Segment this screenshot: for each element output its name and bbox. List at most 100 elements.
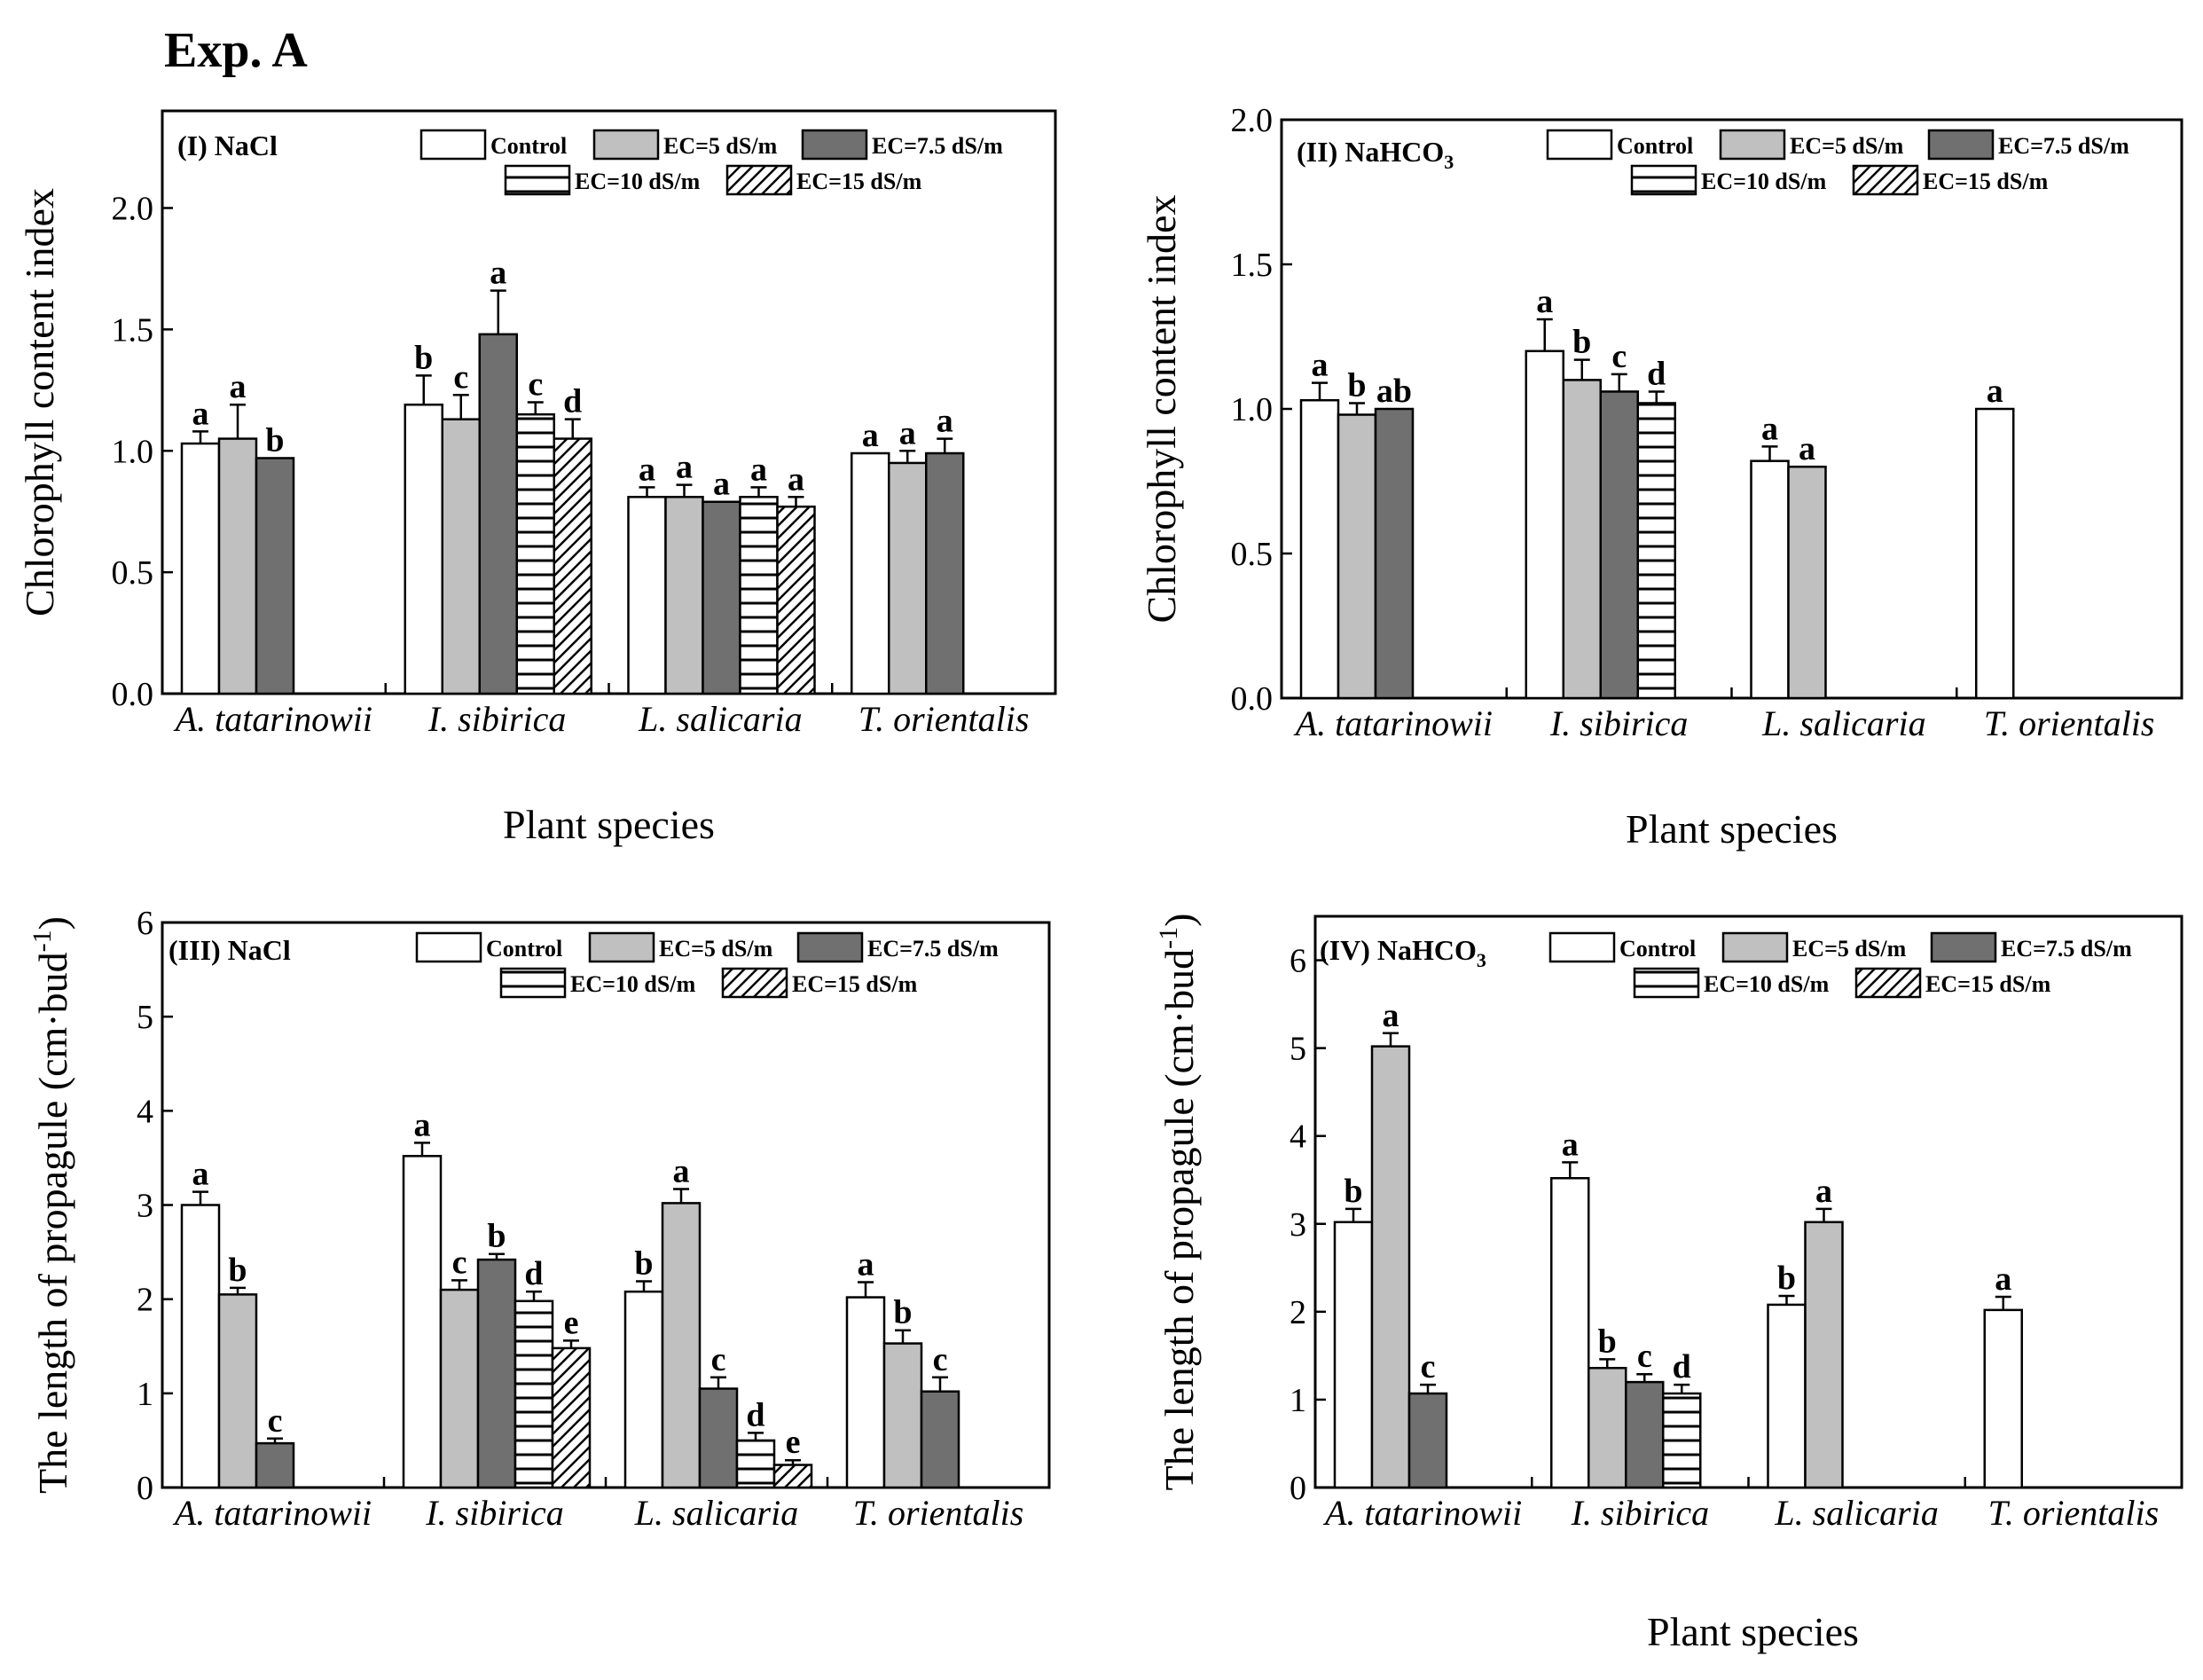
panel-label: (IV) NaHCO3 [1320,934,1486,971]
significance-label: c [453,358,468,396]
category-label: T. orientalis [853,1493,1024,1533]
x-axis-title: Plant species [1647,1609,1859,1654]
significance-label: a [858,1246,874,1284]
y-axis-title: Chlorophyll content index [1139,195,1184,624]
significance-label: a [899,414,916,451]
significance-label: d [1647,355,1666,392]
significance-label: a [414,1106,431,1143]
y-axis-title: Chlorophyll content index [17,188,62,616]
y-tick-label: 3 [137,1188,153,1225]
legend-label: EC=15 dS/m [1925,971,2051,997]
significance-label: d [563,383,582,420]
category-label: I. sibirica [1549,703,1689,743]
significance-label: a [1536,283,1553,320]
significance-label: a [1562,1126,1579,1163]
y-tick-label: 3 [1290,1206,1306,1244]
legend-swatch [1719,129,1786,161]
significance-label: c [1637,1338,1652,1375]
bar [514,1299,554,1489]
bar [925,451,965,695]
significance-label: d [524,1255,543,1292]
plot-frame [1280,118,2183,700]
legend-swatch [1852,164,1919,196]
significance-label: c [268,1402,283,1440]
significance-label: b [893,1294,912,1331]
bar [1370,1045,1411,1489]
category-label: A. tatarinowii [172,1493,372,1533]
y-tick-label: 0 [1290,1470,1306,1507]
legend-swatch [592,129,660,161]
significance-label: e [786,1424,801,1461]
legend-label: EC=7.5 dS/m [872,133,1003,159]
y-tick-label: 0.5 [1231,536,1274,573]
legend-label: Control [486,936,562,962]
significance-label: a [192,1156,209,1193]
legend-label: EC=15 dS/m [1923,169,2049,194]
category-label: L. salicaria [638,699,802,739]
category-label: I. sibirica [427,699,567,739]
category-label: I. sibirica [425,1493,564,1533]
significance-label: a [788,460,804,498]
y-tick-label: 0.0 [1231,680,1274,718]
legend-swatch [796,931,864,963]
legend-swatch [801,129,868,161]
legend-label: EC=7.5 dS/m [2001,936,2132,962]
bar [1636,402,1676,700]
bar [1750,459,1790,700]
bar [551,1346,592,1489]
y-axis-title: The length of propagule (cm·bud-1) [1154,914,1202,1491]
legend-swatch [1630,164,1697,196]
y-tick-label: 1.5 [1231,247,1274,284]
legend-swatch [419,129,487,161]
legend-label: EC=10 dS/m [1701,169,1827,194]
significance-label: c [1421,1348,1436,1386]
y-tick-label: 4 [1290,1119,1306,1156]
bar [1333,1221,1374,1489]
legend-label: Control [1619,936,1696,962]
legend-swatch [1854,967,1922,999]
bar [1767,1303,1807,1489]
significance-label: b [1777,1260,1796,1297]
bar [845,1296,886,1489]
significance-label: a [937,403,953,440]
bar [402,1155,443,1489]
y-tick-label: 4 [137,1093,153,1130]
significance-label: a [1312,347,1329,384]
bar [882,1342,923,1489]
y-tick-label: 0.5 [112,554,154,592]
category-label: L. salicaria [634,1493,798,1533]
legend-swatch [725,164,793,196]
x-axis-title: Plant species [503,802,715,847]
legend-swatch [1548,931,1616,963]
category-label: A. tatarinowii [1322,1493,1522,1533]
bar [1525,349,1564,700]
bar [476,1258,517,1489]
significance-label: a [1799,430,1815,467]
legend-swatch [1546,129,1613,161]
legend-label: EC=7.5 dS/m [1998,133,2129,159]
significance-label: a [1761,410,1778,447]
bar [739,496,779,695]
significance-label: a [230,368,247,405]
bar [664,496,704,695]
significance-label: b [265,421,284,459]
legend-label: EC=5 dS/m [663,133,778,159]
legend-label: EC=15 dS/m [796,169,922,194]
significance-label: a [1987,373,2003,410]
legend-swatch [1721,931,1789,963]
significance-label: a [192,395,209,432]
bar [702,500,741,695]
category-label: L. salicaria [1761,703,1925,743]
bar [627,496,667,695]
bar [255,1441,295,1489]
legend: Control EC=5 dS/m EC=7.5 dS/m EC=10 dS/m EC=… [1546,129,2129,196]
significance-label: a [676,449,693,486]
significance-label: ab [1376,373,1412,410]
bar [1407,1392,1448,1489]
y-tick-label: 2 [137,1282,153,1319]
y-tick-label: 1.0 [1231,391,1274,428]
bar [1588,1367,1627,1489]
bar [515,412,555,695]
